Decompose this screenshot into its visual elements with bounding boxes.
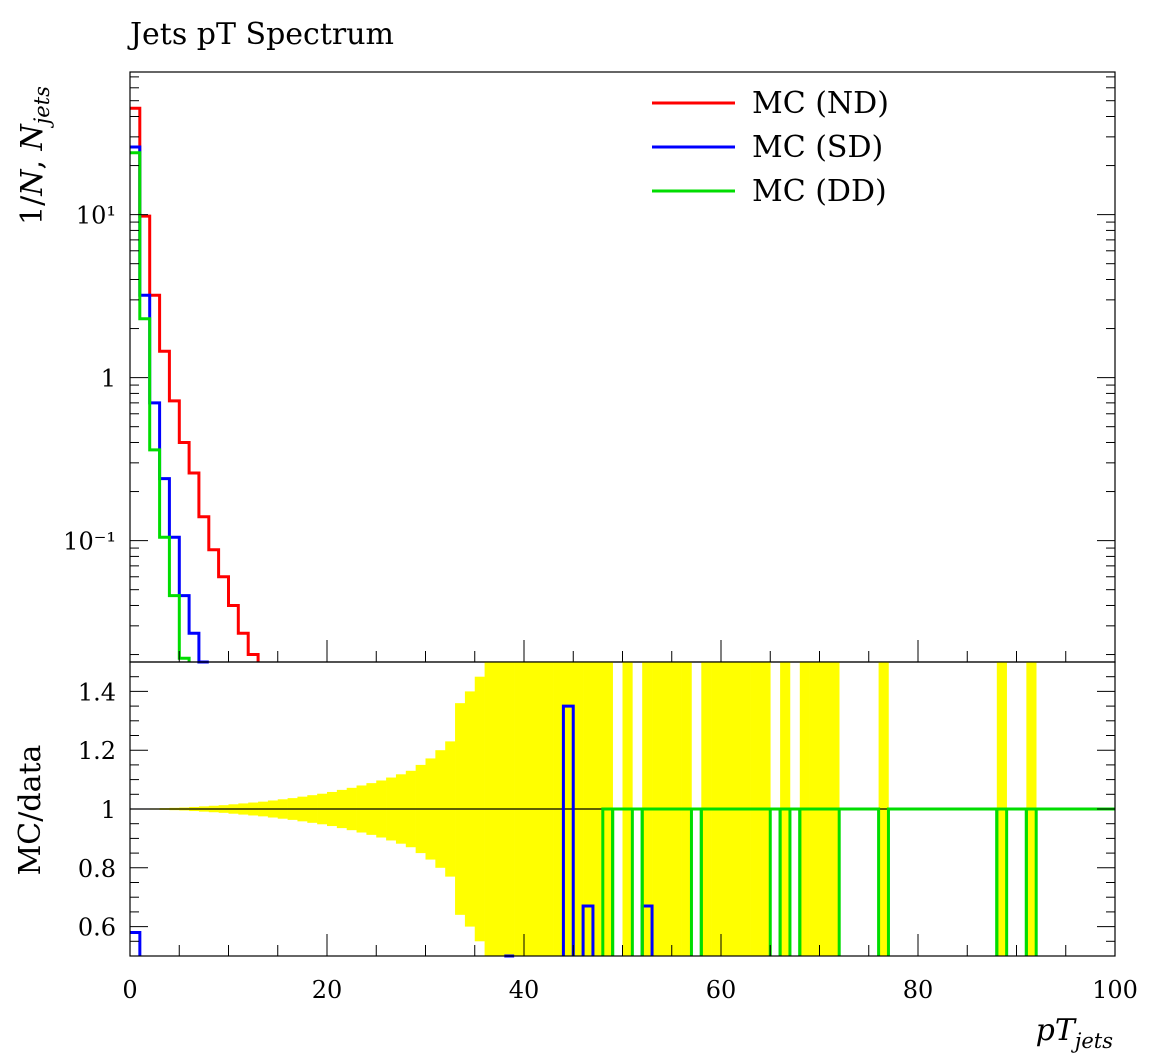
y-tick-label: 10¹ bbox=[76, 202, 116, 230]
histogram-sd bbox=[130, 145, 209, 664]
x-tick-label: 20 bbox=[312, 976, 343, 1004]
y-tick-label: 1 bbox=[101, 796, 116, 824]
y-tick-label: 1 bbox=[101, 365, 116, 393]
x-tick-label: 60 bbox=[706, 976, 737, 1004]
x-tick-label: 100 bbox=[1092, 976, 1138, 1004]
ratio-sd-segment bbox=[561, 704, 575, 956]
y-tick-label: 10⁻¹ bbox=[63, 528, 116, 556]
ratio-series-group bbox=[130, 704, 1115, 958]
main-plot-area bbox=[130, 72, 1115, 662]
legend: MC (ND) MC (SD) MC (DD) bbox=[652, 86, 889, 209]
ratio-sd-segment bbox=[581, 904, 595, 956]
histogram-nd bbox=[130, 106, 260, 662]
y-tick-label: 0.8 bbox=[78, 855, 116, 883]
ratio-dd-segment bbox=[640, 807, 692, 956]
ratio-dd-segment bbox=[837, 807, 881, 956]
main-y-axis-label: 1/N, Njets bbox=[15, 86, 54, 225]
ratio-dd-segment bbox=[778, 807, 790, 956]
ratio-dd-segment bbox=[1024, 807, 1037, 956]
ratio-dd-segment bbox=[1034, 807, 1115, 956]
ratio-dd-segment bbox=[611, 807, 633, 956]
y-tick-label: 1.4 bbox=[78, 678, 116, 706]
ratio-dd-segment bbox=[995, 807, 1007, 956]
ratio-y-tick-labels: 0.6 0.8 1 1.2 1.4 bbox=[78, 678, 116, 941]
ratio-dd-segment bbox=[798, 807, 840, 956]
y-tick-label: 0.6 bbox=[78, 914, 116, 942]
x-tick-label: 40 bbox=[509, 976, 540, 1004]
chart-title: Jets pT Spectrum bbox=[127, 17, 394, 52]
x-tick-labels: 0 20 40 60 80 100 bbox=[122, 976, 1138, 1004]
x-axis-label: pTjets bbox=[1036, 1013, 1114, 1053]
x-tick-label: 80 bbox=[903, 976, 934, 1004]
ratio-y-axis-label: MC/data bbox=[13, 744, 48, 875]
ratio-dd-segment bbox=[886, 807, 999, 956]
main-panel: 10¹ 1 10⁻¹ 1/N, Njets MC (ND) MC (SD) MC (… bbox=[15, 71, 1116, 664]
main-y-tick-labels: 10¹ 1 10⁻¹ bbox=[63, 202, 116, 556]
ratio-dd-segment bbox=[699, 807, 771, 956]
ratio-sd-segment bbox=[130, 930, 142, 956]
legend-label-nd: MC (ND) bbox=[752, 86, 889, 121]
y-tick-label: 1.2 bbox=[78, 737, 116, 765]
ratio-frame bbox=[129, 661, 1116, 957]
legend-label-dd: MC (DD) bbox=[752, 174, 887, 209]
ratio-dd-segment bbox=[1005, 807, 1028, 956]
main-ticks bbox=[129, 76, 1116, 662]
legend-label-sd: MC (SD) bbox=[752, 130, 883, 165]
x-tick-label: 0 bbox=[122, 976, 137, 1004]
ratio-panel: 0.6 0.8 1 1.2 1.4 0 20 40 60 80 100 MC/data pTjet… bbox=[13, 661, 1138, 1053]
